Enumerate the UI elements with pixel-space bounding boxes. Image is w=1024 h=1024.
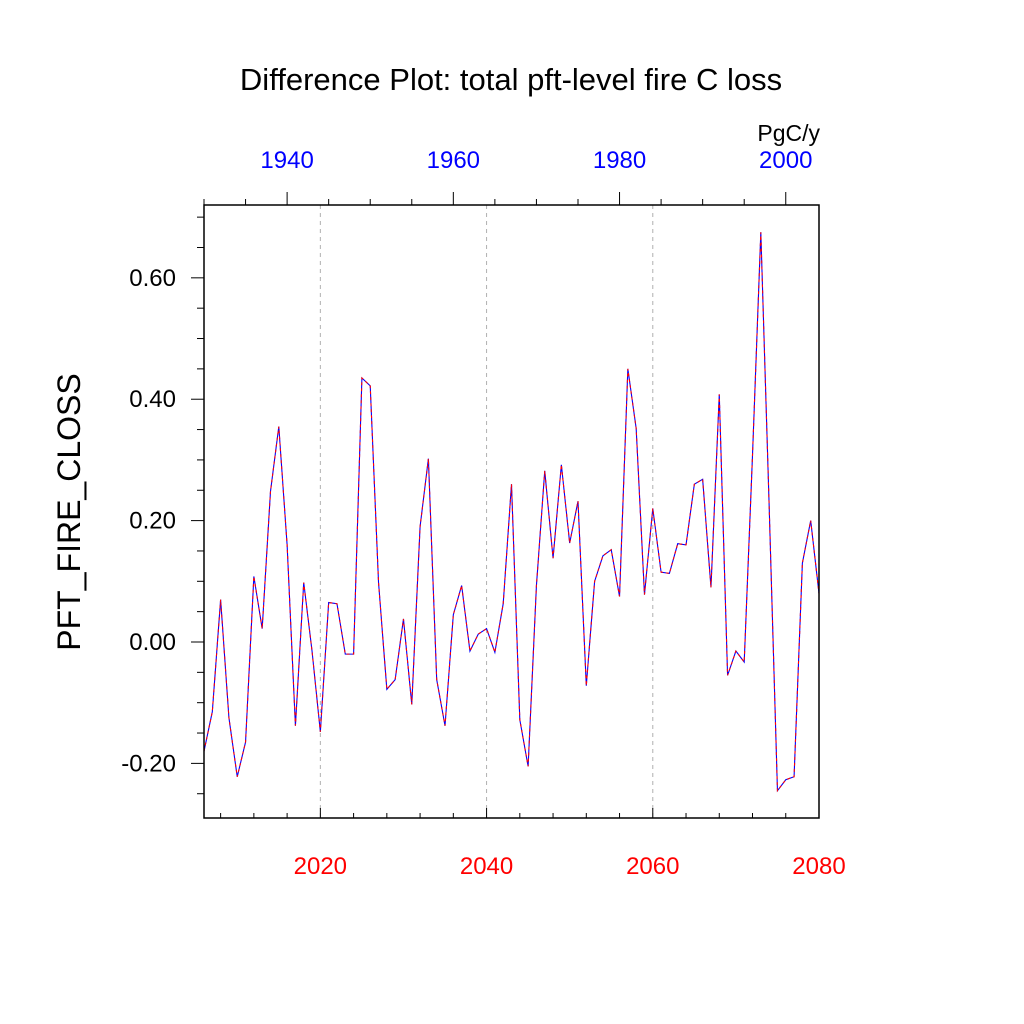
top-tick-label: 2000	[759, 147, 812, 174]
units-label: PgC/y	[757, 120, 820, 146]
tick-labels: 2020 2040 2060 2080 1940 1960 1980 2000 -0.20 0.0…	[121, 147, 845, 880]
y-tick-label: 0.20	[129, 508, 176, 535]
axis-ticks	[191, 192, 820, 818]
y-tick-label: -0.20	[121, 750, 176, 777]
plot-frame	[203, 204, 820, 819]
bottom-tick-label: 2020	[294, 853, 347, 880]
bottom-tick-label: 2060	[626, 853, 679, 880]
series-line-dashes	[203, 232, 820, 793]
y-tick-label: 0.40	[129, 386, 176, 413]
grid-lines	[319, 205, 654, 818]
top-tick-label: 1980	[593, 147, 646, 174]
chart-title: Difference Plot: total pft-level fire C …	[240, 62, 782, 97]
data-series	[203, 232, 820, 793]
bottom-tick-label: 2040	[460, 853, 513, 880]
y-tick-label: 0.00	[129, 629, 176, 656]
y-axis-label: PFT_FIRE_CLOSS	[51, 373, 87, 650]
top-tick-label: 1960	[427, 147, 480, 174]
bottom-tick-label: 2080	[792, 853, 845, 880]
y-tick-label: 0.60	[129, 265, 176, 292]
top-tick-label: 1940	[260, 147, 313, 174]
